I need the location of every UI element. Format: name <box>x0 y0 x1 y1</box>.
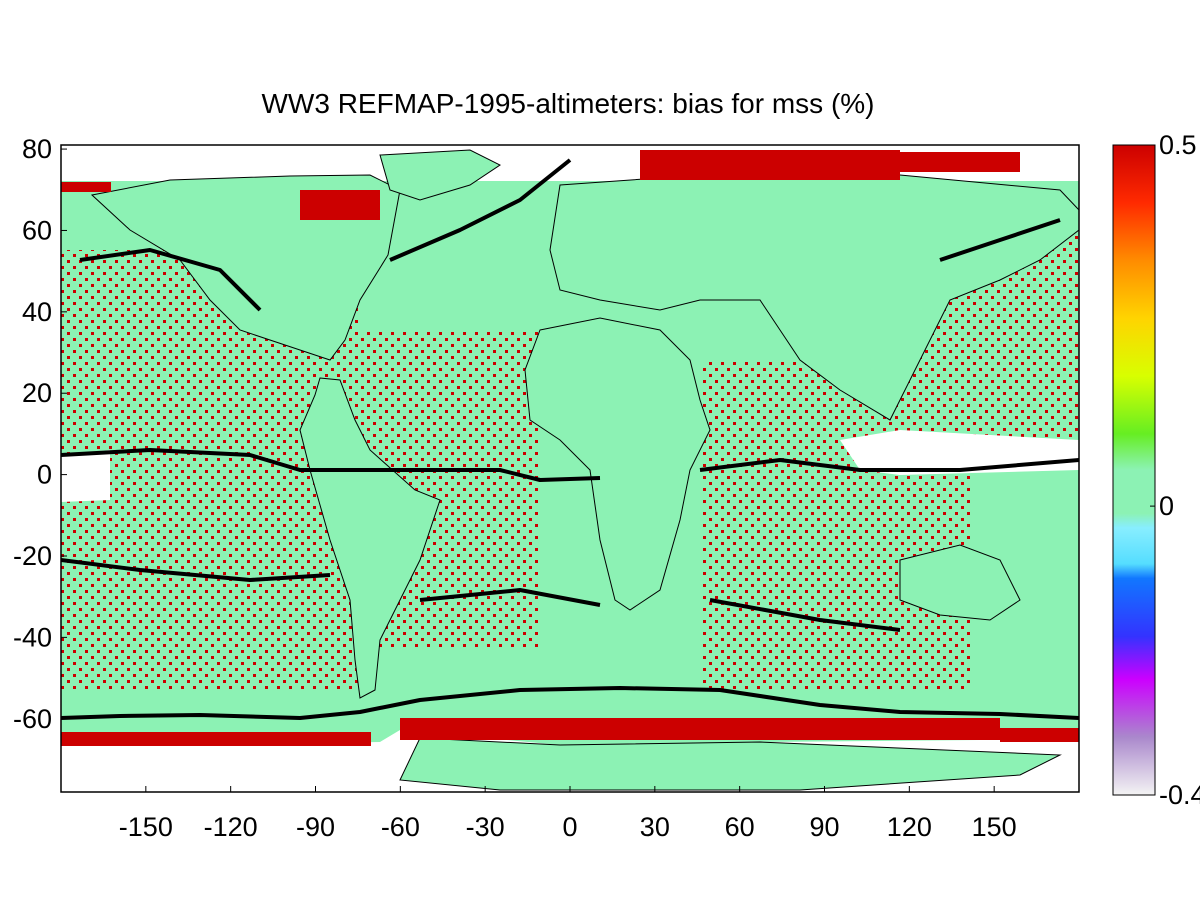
antarctic-bias-ross <box>1000 728 1079 742</box>
southern-ocean-contour <box>61 686 1079 720</box>
africa <box>524 317 711 611</box>
colorbar-tick-label: 0 <box>1159 491 1174 521</box>
greenland <box>379 149 501 201</box>
south-america <box>299 377 441 699</box>
x-tick-label: -30 <box>466 812 505 842</box>
chart-title: WW3 REFMAP-1995-altimeters: bias for mss… <box>262 88 875 119</box>
arctic-bias-siberia <box>900 152 1020 172</box>
x-tick-label: -150 <box>119 812 173 842</box>
x-tick-label: 90 <box>809 812 839 842</box>
north-pacific-east-contour <box>79 248 262 312</box>
arctic-bias-barents <box>640 150 900 180</box>
land-masses <box>90 149 1079 791</box>
colorbar-tick-label: 0.5 <box>1159 130 1197 160</box>
north-america <box>90 174 401 361</box>
x-tick-label: 60 <box>725 812 755 842</box>
y-axis: 80 60 40 20 0 -20 -40 -60 <box>13 134 67 734</box>
y-tick-label: 0 <box>37 460 52 490</box>
x-tick-label: 30 <box>640 812 670 842</box>
colorbar-tick-label: -0.4 <box>1159 780 1200 810</box>
y-tick-label: 80 <box>22 134 52 164</box>
south-atlantic-contour <box>419 588 601 607</box>
x-tick-label: -90 <box>296 812 335 842</box>
colorbar-ticks: 0.5 0 -0.4 <box>1150 130 1200 810</box>
south-indian-contour <box>709 598 901 632</box>
map-plot-area <box>60 144 1080 793</box>
arctic-bias-canadian <box>300 190 380 220</box>
north-pacific-west-contour <box>939 218 1061 262</box>
equatorial-contour-atlantic <box>61 448 601 482</box>
antarctic-positive-bias <box>61 718 1079 746</box>
australia <box>899 544 1021 621</box>
y-tick-label: 40 <box>22 297 52 327</box>
equatorial-contour-indo-pacific <box>699 458 1079 472</box>
y-tick-label: -40 <box>13 622 52 652</box>
pacific-equator-nodata <box>61 450 110 502</box>
y-tick-label: 60 <box>22 215 52 245</box>
x-tick-label: 120 <box>887 812 932 842</box>
bias-contours <box>61 158 1079 720</box>
y-tick-label: 20 <box>22 378 52 408</box>
arctic-positive-bias <box>61 150 1020 220</box>
antarctic-bias-pacific <box>61 732 371 746</box>
x-tick-label: -120 <box>204 812 258 842</box>
colorbar-gradient <box>1112 144 1156 796</box>
arctic-bias-bering <box>61 182 111 192</box>
eurasia <box>549 174 1079 421</box>
x-tick-label: 0 <box>562 812 577 842</box>
y-tick-label: -60 <box>13 704 52 734</box>
colorbar: 0.5 0 -0.4 <box>1112 130 1200 810</box>
x-tick-label: -60 <box>381 812 420 842</box>
antarctica <box>399 737 1062 791</box>
south-pacific-contour <box>61 558 331 582</box>
antarctic-bias-atlantic-indian <box>400 718 1000 740</box>
y-tick-label: -20 <box>13 541 52 571</box>
x-tick-label: 150 <box>972 812 1017 842</box>
x-axis: -150 -120 -90 -60 -30 0 30 60 90 120 150 <box>119 786 1017 842</box>
north-atlantic-contour <box>389 158 572 262</box>
